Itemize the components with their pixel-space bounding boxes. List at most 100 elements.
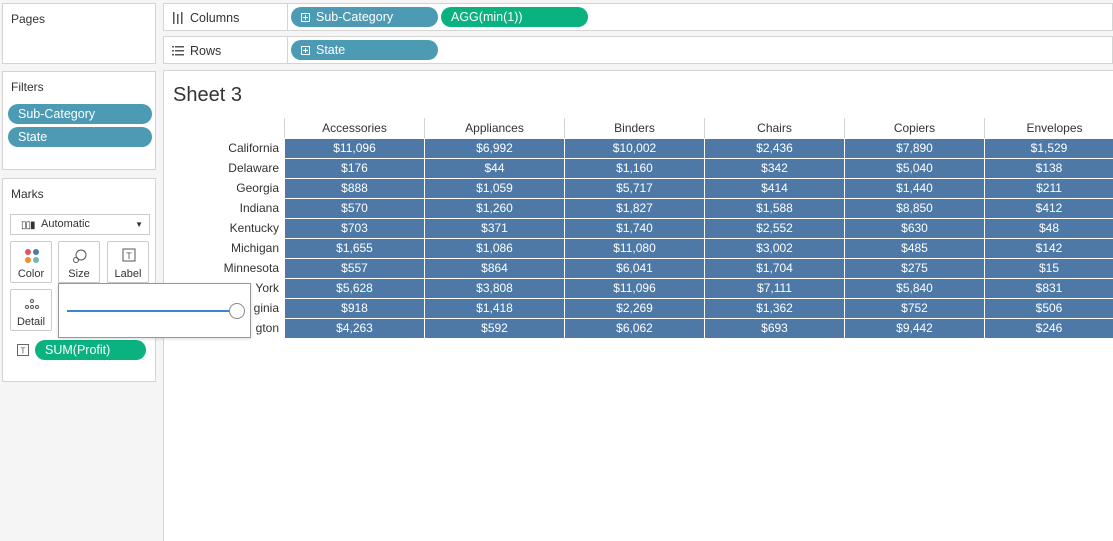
- table-cell[interactable]: $1,529: [985, 139, 1113, 158]
- size-slider-track[interactable]: [67, 310, 237, 312]
- table-cell[interactable]: $831: [985, 279, 1113, 298]
- column-header: Binders: [564, 118, 704, 138]
- size-label: Size: [68, 268, 90, 280]
- table-cell[interactable]: $1,362: [705, 299, 844, 318]
- table-cell[interactable]: $693: [705, 319, 844, 338]
- table-cell[interactable]: $142: [985, 239, 1113, 258]
- table-cell[interactable]: $703: [285, 219, 424, 238]
- table-cell[interactable]: $1,655: [285, 239, 424, 258]
- size-icon: [73, 249, 87, 263]
- table-cell[interactable]: $11,096: [565, 279, 704, 298]
- table-cell[interactable]: $2,552: [705, 219, 844, 238]
- table-cell[interactable]: $412: [985, 199, 1113, 218]
- table-cell[interactable]: $1,418: [425, 299, 564, 318]
- color-icon: [25, 249, 39, 263]
- table-cell[interactable]: $246: [985, 319, 1113, 338]
- table-cell[interactable]: $9,442: [845, 319, 984, 338]
- row-header: California: [228, 141, 279, 155]
- row-header: Kentucky: [229, 221, 279, 235]
- marks-pill-sum-profit[interactable]: SUM(Profit): [35, 340, 146, 360]
- table-cell[interactable]: $11,080: [565, 239, 704, 258]
- table-cell[interactable]: $752: [845, 299, 984, 318]
- table-cell[interactable]: $5,040: [845, 159, 984, 178]
- table-cell[interactable]: $557: [285, 259, 424, 278]
- table-cell[interactable]: $211: [985, 179, 1113, 198]
- table-cell[interactable]: $275: [845, 259, 984, 278]
- table-cell[interactable]: $414: [705, 179, 844, 198]
- table-cell[interactable]: $6,062: [565, 319, 704, 338]
- rows-shelf-label: Rows: [164, 37, 288, 63]
- table-cell[interactable]: $570: [285, 199, 424, 218]
- table-cell[interactable]: $10,002: [565, 139, 704, 158]
- row-header: York: [255, 281, 279, 295]
- table-cell[interactable]: $1,059: [425, 179, 564, 198]
- table-cell[interactable]: $2,269: [565, 299, 704, 318]
- table-cell[interactable]: $7,111: [705, 279, 844, 298]
- table-cell[interactable]: $11,096: [285, 139, 424, 158]
- table-cell[interactable]: $3,002: [705, 239, 844, 258]
- table-cell[interactable]: $1,260: [425, 199, 564, 218]
- chevron-down-icon: ▼: [135, 220, 143, 229]
- table-cell[interactable]: $3,808: [425, 279, 564, 298]
- table-cell[interactable]: $630: [845, 219, 984, 238]
- size-slider-popup: [58, 283, 251, 338]
- table-cell[interactable]: $918: [285, 299, 424, 318]
- table-cell[interactable]: $5,717: [565, 179, 704, 198]
- columns-shelf-label: Columns: [164, 4, 288, 30]
- table-cell[interactable]: $1,704: [705, 259, 844, 278]
- pages-title: Pages: [11, 12, 46, 26]
- expand-icon: [301, 46, 310, 55]
- pages-panel: Pages: [2, 3, 156, 64]
- table-cell[interactable]: $1,740: [565, 219, 704, 238]
- table-cell[interactable]: $1,440: [845, 179, 984, 198]
- table-cell[interactable]: $1,588: [705, 199, 844, 218]
- rows-pill-state[interactable]: State: [291, 40, 438, 60]
- table-cell[interactable]: $5,628: [285, 279, 424, 298]
- table-cell[interactable]: $48: [985, 219, 1113, 238]
- columns-pill-agg-min[interactable]: AGG(min(1)): [441, 7, 588, 27]
- table-cell[interactable]: $5,840: [845, 279, 984, 298]
- columns-label: Columns: [190, 11, 240, 25]
- table-cell[interactable]: $342: [705, 159, 844, 178]
- filter-pill-state[interactable]: State: [8, 127, 152, 147]
- label-button[interactable]: T Label: [107, 241, 149, 283]
- table-cell[interactable]: $1,827: [565, 199, 704, 218]
- table-cell[interactable]: $592: [425, 319, 564, 338]
- row-header: Georgia: [236, 181, 279, 195]
- rows-icon: [172, 46, 184, 56]
- table-cell[interactable]: $2,436: [705, 139, 844, 158]
- table-cell[interactable]: $888: [285, 179, 424, 198]
- table-cell[interactable]: $15: [985, 259, 1113, 278]
- size-slider-handle[interactable]: [229, 303, 245, 319]
- table-cell[interactable]: $7,890: [845, 139, 984, 158]
- columns-pill-sub-category[interactable]: Sub-Category: [291, 7, 438, 27]
- columns-pill-text: Sub-Category: [316, 10, 394, 24]
- table-cell[interactable]: $864: [425, 259, 564, 278]
- svg-text:T: T: [126, 251, 132, 261]
- table-cell[interactable]: $371: [425, 219, 564, 238]
- color-button[interactable]: Color: [10, 241, 52, 283]
- mark-type-dropdown[interactable]: ▯▯▮ Automatic ▼: [10, 214, 150, 235]
- columns-icon: [173, 12, 183, 24]
- marks-title: Marks: [11, 187, 44, 201]
- detail-button[interactable]: Detail: [10, 289, 52, 331]
- table-cell[interactable]: $485: [845, 239, 984, 258]
- table-cell[interactable]: $506: [985, 299, 1113, 318]
- filters-panel: Filters Sub-Category State: [2, 71, 156, 170]
- table-cell[interactable]: $1,086: [425, 239, 564, 258]
- column-header: Accessories: [284, 118, 424, 138]
- rows-label: Rows: [190, 44, 222, 58]
- table-cell[interactable]: $44: [425, 159, 564, 178]
- detail-label: Detail: [16, 316, 46, 328]
- table-cell[interactable]: $138: [985, 159, 1113, 178]
- filter-pill-sub-category[interactable]: Sub-Category: [8, 104, 152, 124]
- columns-shelf: Columns Sub-Category AGG(min(1)): [163, 3, 1113, 31]
- size-button[interactable]: Size: [58, 241, 100, 283]
- table-cell[interactable]: $6,041: [565, 259, 704, 278]
- table-cell[interactable]: $6,992: [425, 139, 564, 158]
- table-cell[interactable]: $1,160: [565, 159, 704, 178]
- table-cell[interactable]: $8,850: [845, 199, 984, 218]
- table-cell[interactable]: $4,263: [285, 319, 424, 338]
- table-cell[interactable]: $176: [285, 159, 424, 178]
